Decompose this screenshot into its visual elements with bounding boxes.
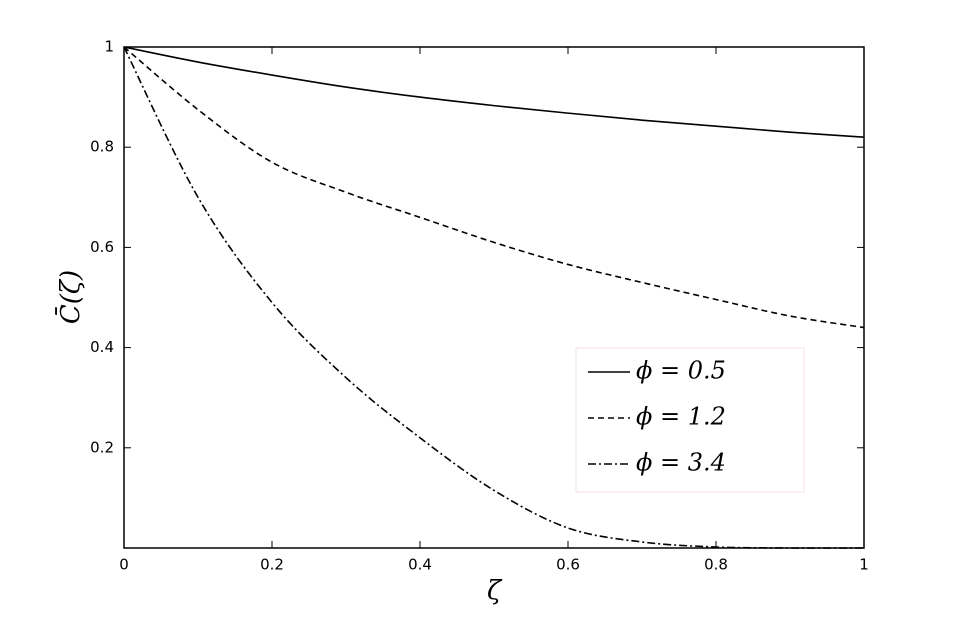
x-axis-label: ζ: [487, 576, 503, 606]
x-tick-label: 0: [119, 556, 129, 574]
plot-frame: [123, 46, 865, 549]
y-axis-label: C̄(ζ): [54, 270, 86, 324]
legend-label: ϕ = 1.2: [636, 403, 726, 431]
x-tick-label: 0.6: [556, 556, 580, 574]
x-tick-label: 0.2: [260, 556, 284, 574]
y-tick-label: 0.4: [90, 338, 114, 356]
y-tick-label: 0.6: [90, 238, 114, 256]
y-tick-label: 0.2: [90, 438, 114, 456]
x-tick-label: 0.4: [408, 556, 432, 574]
legend-label: ϕ = 0.5: [636, 357, 726, 385]
series-line: [123, 46, 865, 329]
y-tick-label: 0.8: [90, 138, 114, 156]
y-tick-label: 1: [104, 38, 114, 56]
x-tick-label: 0.8: [704, 556, 728, 574]
x-tick-label: 1: [859, 556, 869, 574]
series-line: [123, 46, 865, 138]
legend-label: ϕ = 3.4: [636, 449, 726, 477]
